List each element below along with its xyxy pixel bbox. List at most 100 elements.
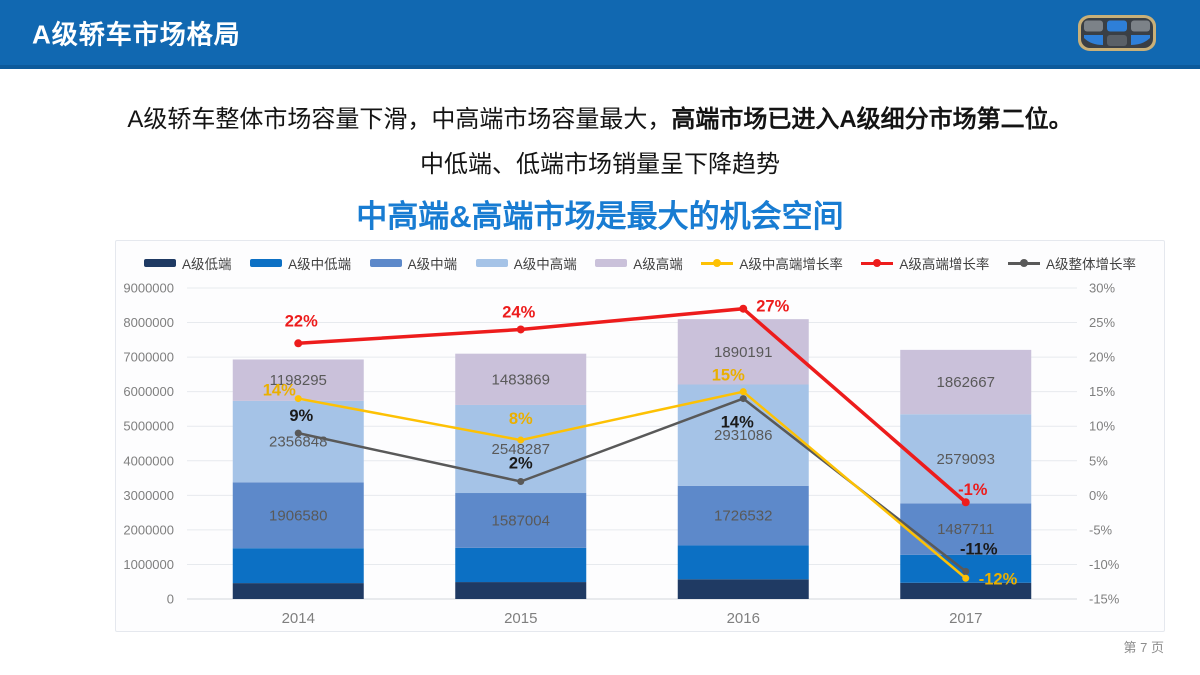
data-point-marker bbox=[294, 429, 302, 437]
legend-marker-dot-icon bbox=[713, 259, 722, 267]
data-point-marker bbox=[962, 567, 970, 575]
bar-segment bbox=[455, 353, 587, 405]
growth-rate-label: -11% bbox=[960, 540, 998, 558]
right-axis-tick-label: 15% bbox=[1089, 384, 1115, 399]
legend-line-swatch-icon bbox=[861, 259, 894, 267]
x-axis-label: 2016 bbox=[727, 610, 760, 627]
right-axis-tick-label: 5% bbox=[1089, 453, 1108, 468]
bar-value-label: 2548287 bbox=[492, 441, 550, 458]
bar-segment bbox=[455, 547, 587, 583]
data-point-marker bbox=[739, 388, 747, 396]
data-point-marker bbox=[516, 325, 525, 334]
growth-rate-label: 27% bbox=[756, 298, 789, 316]
legend-item: A级低端 bbox=[144, 253, 232, 273]
headline: 中高端&高端市场是最大的机会空间 bbox=[356, 199, 844, 234]
growth-rate-label: 22% bbox=[285, 312, 318, 330]
growth-rate-label: 15% bbox=[712, 367, 745, 385]
legend-label: A级中高端 bbox=[513, 257, 577, 272]
legend-label: A级中高端增长率 bbox=[739, 257, 843, 272]
geely-logo-icon bbox=[1077, 14, 1157, 57]
chart-legend: A级低端 A级中低端 A级中端 A级中高端 A级高端 A级中高端增长率 A级高端增长率 A级整… bbox=[116, 253, 1164, 273]
bar-segment bbox=[677, 579, 809, 599]
growth-rate-label: 2% bbox=[509, 455, 533, 473]
right-axis-tick-label: 25% bbox=[1089, 315, 1115, 330]
data-point-marker bbox=[517, 478, 525, 486]
legend-bar-swatch-icon bbox=[250, 259, 283, 267]
growth-line bbox=[297, 397, 967, 573]
growth-rate-label: 9% bbox=[289, 407, 313, 425]
legend-label: A级整体增长率 bbox=[1045, 257, 1136, 272]
growth-rate-label: 14% bbox=[721, 414, 754, 432]
left-axis-tick-label: 3000000 bbox=[123, 488, 174, 503]
bar-value-label: 1198295 bbox=[270, 372, 327, 389]
left-axis-tick-label: 9000000 bbox=[123, 281, 174, 296]
x-axis-label: 2015 bbox=[504, 610, 537, 627]
chart-panel: A级低端 A级中低端 A级中端 A级中高端 A级高端 A级中高端增长率 A级高端增长率 A级整… bbox=[115, 240, 1165, 632]
slide-title: A级轿车市场格局 bbox=[32, 19, 241, 49]
left-axis-tick-label: 8000000 bbox=[123, 315, 174, 330]
bar-segment bbox=[677, 319, 809, 385]
growth-line bbox=[298, 306, 967, 504]
bar-value-label: 1906580 bbox=[269, 507, 327, 524]
bar-segment bbox=[677, 485, 809, 546]
legend-label: A级低端 bbox=[182, 257, 232, 272]
left-axis-tick-label: 5000000 bbox=[123, 419, 174, 434]
bar-segment bbox=[900, 414, 1032, 504]
growth-rate-label: 24% bbox=[502, 303, 535, 321]
legend-bar-swatch-icon bbox=[144, 259, 176, 267]
legend-line-swatch-icon bbox=[1007, 259, 1040, 267]
left-axis-tick-label: 7000000 bbox=[123, 350, 174, 365]
bar-value-label: 2931086 bbox=[714, 427, 772, 444]
right-axis-tick-label: 30% bbox=[1089, 281, 1115, 296]
legend-item: A级中端 bbox=[369, 253, 458, 273]
legend-marker-dot-icon bbox=[1019, 259, 1028, 267]
x-axis-label: 2014 bbox=[282, 610, 315, 627]
intro-line-1-regular: A级轿车整体市场容量下滑，中高端市场容量最大， bbox=[127, 106, 672, 133]
legend-item: A级高端 bbox=[595, 253, 683, 273]
bar-value-label: 1890191 bbox=[714, 344, 772, 361]
legend-item: A级整体增长率 bbox=[1007, 253, 1136, 273]
data-point-marker bbox=[294, 395, 302, 403]
legend-bar-swatch-icon bbox=[369, 259, 402, 267]
growth-rate-label: 14% bbox=[263, 382, 296, 400]
page-number: 第 7 页 bbox=[1123, 640, 1164, 655]
intro-line-1-bold: 高端市场已进入A级细分市场第二位。 bbox=[671, 106, 1073, 133]
bar-segment bbox=[677, 545, 809, 580]
bar-value-label: 1587004 bbox=[492, 512, 550, 529]
bar-segment bbox=[455, 582, 587, 599]
data-point-marker bbox=[517, 436, 525, 444]
bar-segment bbox=[232, 482, 364, 549]
intro-text: A级轿车整体市场容量下滑，中高端市场容量最大，高端市场已进入A级细分市场第二位。… bbox=[0, 97, 1200, 187]
bar-segment bbox=[900, 582, 1032, 599]
bar-value-label: 1483869 bbox=[492, 371, 550, 388]
legend-label: A级中端 bbox=[407, 257, 458, 272]
growth-rate-label: -12% bbox=[979, 570, 1018, 588]
bar-value-label: 1726532 bbox=[714, 508, 772, 525]
right-axis-tick-label: -10% bbox=[1089, 557, 1120, 572]
bar-segment bbox=[232, 548, 364, 584]
bar-value-label: 1862667 bbox=[937, 374, 995, 391]
left-axis-tick-label: 1000000 bbox=[123, 557, 174, 572]
data-point-marker bbox=[961, 498, 970, 507]
left-axis-tick-label: 0 bbox=[167, 592, 174, 607]
legend-bar-swatch-icon bbox=[595, 259, 628, 267]
intro-line-2: 中低端、低端市场销量呈下降趋势 bbox=[420, 151, 780, 178]
legend-label: A级高端 bbox=[633, 257, 683, 272]
left-axis-tick-label: 4000000 bbox=[123, 453, 174, 468]
header-bar: A级轿车市场格局 bbox=[0, 0, 1200, 69]
data-point-marker bbox=[962, 574, 970, 582]
bar-segment bbox=[232, 359, 364, 401]
legend-marker-dot-icon bbox=[873, 259, 882, 267]
legend-bar-swatch-icon bbox=[475, 259, 508, 267]
bar-segment bbox=[900, 349, 1032, 415]
intro-line-1: A级轿车整体市场容量下滑，中高端市场容量最大，高端市场已进入A级细分市场第二位。 bbox=[0, 97, 1200, 142]
bar-value-label: 2356848 bbox=[269, 434, 327, 451]
right-axis-tick-label: 20% bbox=[1089, 350, 1115, 365]
bar-segment bbox=[455, 493, 587, 548]
bar-value-label: 1487711 bbox=[937, 521, 994, 538]
legend-item: A级中高端 bbox=[475, 253, 577, 273]
bar-segment bbox=[900, 503, 1032, 555]
legend-line-swatch-icon bbox=[701, 259, 734, 267]
growth-line bbox=[298, 390, 967, 580]
market-chart-svg: 0 -15% 1000000 -10% 2000000 -5% 3000000 0% 40000… bbox=[123, 281, 1120, 628]
